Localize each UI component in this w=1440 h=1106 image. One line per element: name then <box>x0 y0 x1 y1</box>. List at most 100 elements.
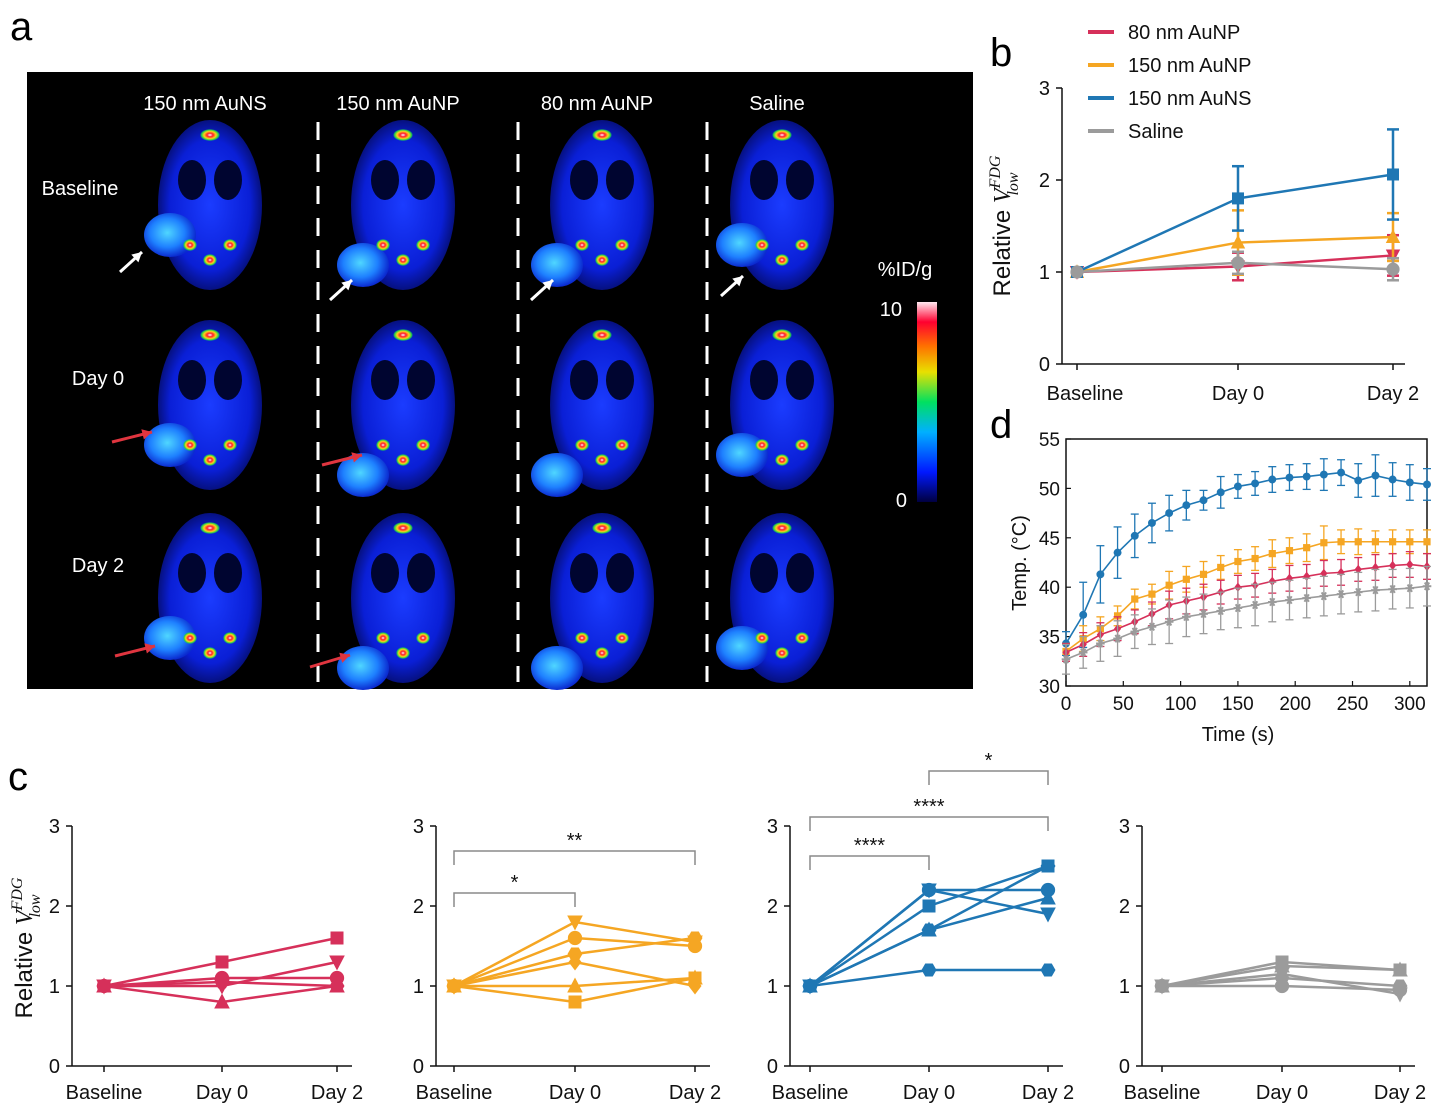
pet-tumor-region <box>144 423 196 467</box>
pet-hotspot <box>755 439 769 451</box>
x-tick-label: Day 2 <box>1374 1082 1426 1104</box>
data-point <box>329 955 345 971</box>
data-point <box>1230 234 1246 249</box>
star-marker-stroke <box>1252 600 1259 610</box>
data-point <box>688 977 702 995</box>
star-marker-stroke <box>1166 617 1173 627</box>
data-point <box>1422 581 1432 591</box>
data-point <box>1337 567 1345 578</box>
data-point <box>1251 554 1259 563</box>
data-point <box>1113 612 1122 620</box>
data-point <box>1388 584 1397 594</box>
y-axis-label-base: V <box>12 908 38 925</box>
colorbar <box>917 302 937 502</box>
data-point <box>1274 978 1290 994</box>
data-point <box>567 977 583 993</box>
y-tick-label: 3 <box>1039 78 1050 100</box>
panel-label-c: c <box>8 755 28 799</box>
x-tick-label: 50 <box>1113 694 1134 715</box>
data-point <box>1096 570 1105 579</box>
data-point <box>1130 627 1140 636</box>
x-tick-label: Baseline <box>1047 383 1124 405</box>
y-tick-label: 2 <box>49 896 60 918</box>
series-150-nm-auns <box>1071 128 1399 278</box>
data-point <box>1285 595 1294 605</box>
data-point <box>1040 963 1056 977</box>
pet-tumor-region <box>531 243 583 287</box>
data-point <box>1250 600 1260 610</box>
pet-tumor-region <box>716 626 768 670</box>
data-point <box>1217 563 1225 572</box>
pet-hotspot <box>183 439 197 451</box>
data-point <box>1405 478 1414 487</box>
y-axis-label-sup: FDG <box>987 155 1004 189</box>
pet-hotspot <box>595 454 609 466</box>
pet-cavity <box>750 360 778 400</box>
pet-hotspot <box>200 329 220 341</box>
data-point <box>1079 610 1088 619</box>
pet-cavity <box>570 360 598 400</box>
data-point <box>1040 889 1056 905</box>
data-point <box>1164 617 1174 627</box>
pet-cavity <box>178 360 206 400</box>
series-saline <box>1061 565 1432 675</box>
data-point <box>567 915 583 931</box>
pet-cavity <box>407 160 435 200</box>
arrow-annotation-icon <box>118 250 144 274</box>
y-axis-label: Relative VFDGlow <box>987 155 1022 296</box>
y-tick-label: 3 <box>1119 816 1130 838</box>
mouse-pet-scan-image <box>337 120 455 290</box>
y-axis-label-prefix: Relative <box>989 203 1016 296</box>
data-point <box>1165 509 1174 518</box>
data-point <box>1423 480 1431 489</box>
significance-bracket: * <box>928 750 1049 785</box>
pet-hotspot <box>183 632 197 644</box>
x-tick-label: Day 2 <box>311 1082 363 1104</box>
pet-hotspot <box>416 239 430 251</box>
data-point <box>921 883 937 899</box>
data-point <box>1199 570 1208 578</box>
arrow-annotation-icon <box>529 278 555 302</box>
y-tick-label: 0 <box>767 1056 778 1078</box>
star-marker-stroke <box>1234 603 1241 613</box>
pet-tumor-region <box>531 646 583 690</box>
pet-tumor-region <box>337 646 389 690</box>
data-point <box>1392 961 1408 977</box>
data-point <box>330 931 344 945</box>
pet-hotspot <box>203 254 217 266</box>
arrow-annotation-icon <box>114 643 156 658</box>
arrow-annotation-icon <box>719 274 745 298</box>
pet-cavity <box>371 553 399 593</box>
pet-tumor-region <box>716 433 768 477</box>
pet-hotspot <box>376 439 390 451</box>
significance-label: **** <box>913 796 944 818</box>
bracket-line <box>453 850 696 865</box>
y-tick-label: 0 <box>1039 354 1050 376</box>
pet-tumor-region <box>144 213 196 257</box>
y-tick-label: 3 <box>413 816 424 838</box>
y-tick-label: 55 <box>1039 430 1060 451</box>
star-marker-stroke <box>1183 612 1190 622</box>
data-point <box>1319 591 1329 601</box>
series-150-nm-auns <box>1062 454 1431 657</box>
data-point <box>1354 476 1363 485</box>
colorbar-min-label: 0 <box>896 490 907 512</box>
pet-hotspot <box>592 129 612 141</box>
pet-hotspot <box>393 522 413 534</box>
row-label: Baseline <box>42 178 119 200</box>
pet-hotspot <box>376 239 390 251</box>
row-label: Day 2 <box>72 555 124 577</box>
arrow-head <box>542 280 553 291</box>
pet-cavity <box>750 553 778 593</box>
y-tick-label: 3 <box>767 816 778 838</box>
bracket-line <box>809 816 1049 831</box>
data-point <box>1216 606 1226 616</box>
data-point <box>214 993 230 1009</box>
data-point <box>1040 859 1056 873</box>
data-point <box>1337 538 1345 546</box>
data-point <box>1371 585 1380 595</box>
star-marker-stroke <box>1097 639 1104 648</box>
legend-label: 80 nm AuNP <box>1128 22 1240 44</box>
star-marker-stroke <box>1372 585 1379 595</box>
data-point <box>1233 603 1243 613</box>
